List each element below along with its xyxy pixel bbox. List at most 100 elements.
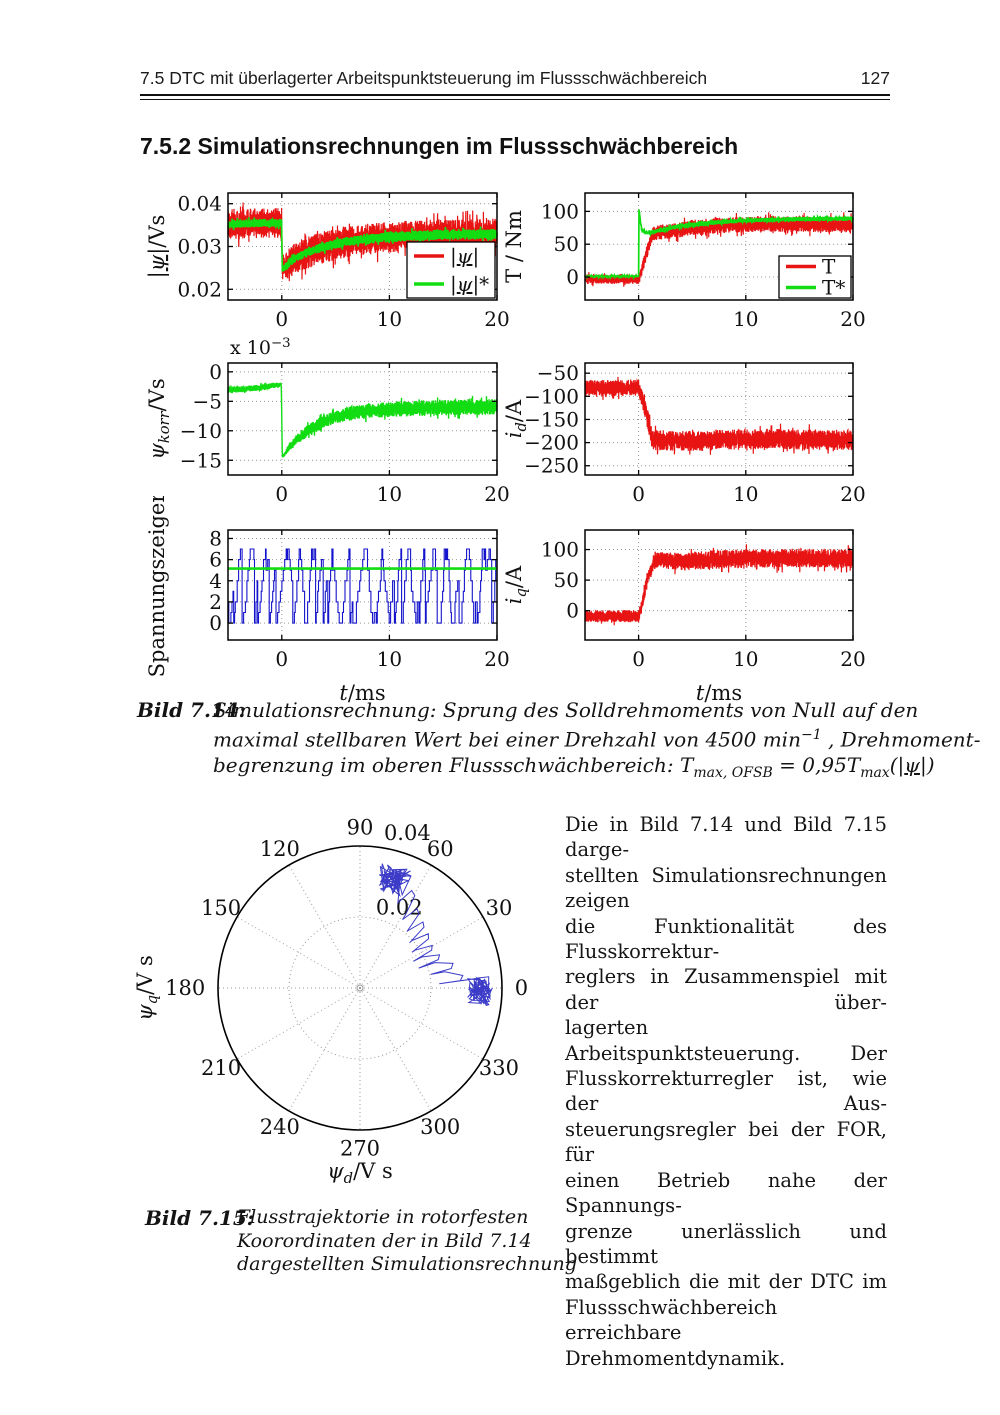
legend-entry-label: T bbox=[822, 255, 836, 279]
caption-line: begrenzung im oberen Flussschwächbereich… bbox=[213, 753, 980, 786]
x-tick-label: 10 bbox=[377, 307, 402, 331]
plot-torque: 0 10 20 0 50 100 T / Nm TT* bbox=[502, 192, 866, 331]
y-tick-label: −200 bbox=[524, 431, 579, 455]
polar-center-circle bbox=[356, 984, 364, 992]
y-tick-label: −5 bbox=[193, 389, 222, 413]
paragraph-line: steuerungsregler bei der FOR, für bbox=[565, 1117, 887, 1167]
polar-angle-label: 30 bbox=[486, 896, 513, 920]
axis-frame bbox=[584, 529, 854, 641]
polar-spoke bbox=[359, 987, 484, 1060]
paragraph-line: Flusskorrekturregler ist, wie der Aus- bbox=[565, 1067, 887, 1116]
body-paragraph: Die in Bild 7.14 und Bild 7.15 darge-ste… bbox=[565, 812, 887, 1371]
axis-frame bbox=[227, 529, 498, 641]
caption-715-label: Bild 7.15: bbox=[145, 1206, 255, 1230]
caption-715-text: Flusstrajektorie in rotorfesten Koorordin… bbox=[237, 1206, 577, 1277]
x-tick-label: 0 bbox=[275, 307, 288, 331]
polar-angle-label: 90 bbox=[347, 816, 374, 840]
x-tick-label: 0 bbox=[632, 482, 645, 506]
y-tick-label: 2 bbox=[209, 590, 222, 614]
caption-line: Simulationsrechnung: Sprung des Solldreh… bbox=[213, 698, 980, 723]
y-tick-label: 100 bbox=[541, 538, 579, 562]
x-tick-label: 0 bbox=[632, 647, 645, 671]
legend-entry-label: |ψ| bbox=[450, 244, 479, 269]
polar-y-axis-label: ψq/V s bbox=[133, 955, 161, 1021]
polar-spoke bbox=[359, 987, 432, 1112]
y-axis-label: Spannungszeiger bbox=[145, 496, 169, 677]
caption-text-part: (| bbox=[889, 752, 905, 777]
axis-frame bbox=[227, 362, 498, 476]
y-tick-label: 8 bbox=[209, 526, 222, 550]
y-tick-label: 0 bbox=[566, 599, 579, 623]
plot-flux: 0 10 20 0.02 0.03 0.04 |ψ|/Vs |ψ| |ψ|* bbox=[145, 192, 510, 331]
waveform-green-psikorr bbox=[227, 381, 498, 458]
polar-radius-label: 0.04 bbox=[384, 821, 431, 845]
polar-angle-label: 180 bbox=[165, 976, 205, 1000]
x-tick-label: 20 bbox=[484, 482, 509, 506]
paragraph-line: Die in Bild 7.14 und Bild 7.15 darge- bbox=[565, 813, 887, 862]
waveform-red-iq bbox=[584, 544, 854, 626]
plot-psikorr: 0 10 20 0 −5 −10 −15 ψkorr/Vs x 10−3 bbox=[145, 336, 510, 506]
x-axis-label: t/ms bbox=[339, 681, 385, 705]
y-axis-label: id/A bbox=[502, 399, 530, 438]
caption-line: Koorordinaten der in Bild 7.14 bbox=[237, 1229, 532, 1252]
y-tick-label: 0 bbox=[209, 360, 222, 384]
plot-id: 0 10 20 −50−100−150−200−250 id/A bbox=[502, 361, 866, 506]
caption-line: Flusstrajektorie in rotorfesten bbox=[237, 1206, 529, 1228]
y-tick-label: 0 bbox=[566, 265, 579, 289]
waveform-red-id bbox=[584, 376, 854, 455]
y-tick-label: −10 bbox=[180, 419, 222, 443]
caption-text-part: Simulationsrechnung: Sprung des Solldreh… bbox=[213, 698, 919, 722]
polar-spoke bbox=[236, 987, 361, 1060]
x-tick-label: 20 bbox=[840, 307, 865, 331]
flux-trajectory bbox=[378, 863, 493, 1006]
caption-line: maximal stellbaren Wert bei einer Drehza… bbox=[213, 723, 980, 753]
polar-spoke bbox=[236, 916, 361, 989]
polar-angle-label: 60 bbox=[427, 837, 454, 861]
x-tick-label: 10 bbox=[377, 647, 402, 671]
y-tick-label: 0.03 bbox=[177, 235, 222, 259]
legend-entry-label: |ψ|* bbox=[450, 272, 489, 297]
x-tick-label: 20 bbox=[840, 482, 865, 506]
caption-text-part: ψ bbox=[904, 752, 920, 777]
section-heading: 7.5.2 Simulationsrechnungen im Flussschw… bbox=[140, 133, 739, 159]
polar-angle-label: 240 bbox=[260, 1115, 300, 1139]
y-axis-label: |ψ|/Vs bbox=[145, 215, 170, 279]
x-tick-label: 10 bbox=[733, 647, 758, 671]
axis-multiplier: x 10−3 bbox=[230, 336, 291, 359]
caption-text-part: maximal stellbaren Wert bei einer Drehza… bbox=[213, 727, 801, 752]
caption-text-part: T bbox=[846, 752, 861, 777]
caption-text-part: = 0,95 bbox=[772, 752, 847, 777]
x-tick-label: 20 bbox=[484, 307, 509, 331]
polar-x-axis-label: ψd/V s bbox=[327, 1159, 393, 1187]
caption-text-part: begrenzung im oberen Flussschwächbereich… bbox=[213, 752, 680, 777]
y-axis-label: iq/A bbox=[502, 565, 530, 604]
caption-text-part: , Drehmoment- bbox=[821, 727, 981, 752]
paragraph-line: einen Betrieb nahe der Spannungs- bbox=[565, 1168, 887, 1218]
waveform-green-flux bbox=[227, 216, 498, 272]
y-tick-label: 0.02 bbox=[177, 277, 222, 301]
caption-text-part: T bbox=[679, 752, 694, 777]
paragraph-line: lagerten Arbeitspunktsteuerung. Der bbox=[565, 1016, 887, 1065]
header-rule-thin bbox=[140, 99, 890, 100]
polar-angle-label: 150 bbox=[201, 896, 241, 920]
x-tick-label: 0 bbox=[275, 647, 288, 671]
caption-text-part: max bbox=[860, 764, 890, 781]
y-tick-label: −250 bbox=[524, 454, 579, 478]
x-tick-label: 10 bbox=[377, 482, 402, 506]
polar-angle-label: 270 bbox=[340, 1136, 380, 1160]
x-tick-label: 20 bbox=[484, 647, 509, 671]
y-axis-label: ψkorr/Vs bbox=[145, 378, 173, 459]
header-rule bbox=[140, 94, 890, 96]
y-tick-label: 0.04 bbox=[177, 192, 222, 216]
polar-outline bbox=[217, 845, 503, 1131]
polar-angle-label: 330 bbox=[479, 1056, 519, 1080]
caption-text-part: −1 bbox=[800, 727, 822, 743]
caption-line: dargestellten Simulationsrechnung bbox=[237, 1253, 577, 1275]
caption-714-text: Simulationsrechnung: Sprung des Solldreh… bbox=[213, 698, 980, 786]
legend-box bbox=[406, 241, 496, 299]
x-tick-label: 0 bbox=[632, 307, 645, 331]
y-tick-label: −15 bbox=[180, 448, 222, 472]
x-tick-label: 10 bbox=[733, 482, 758, 506]
